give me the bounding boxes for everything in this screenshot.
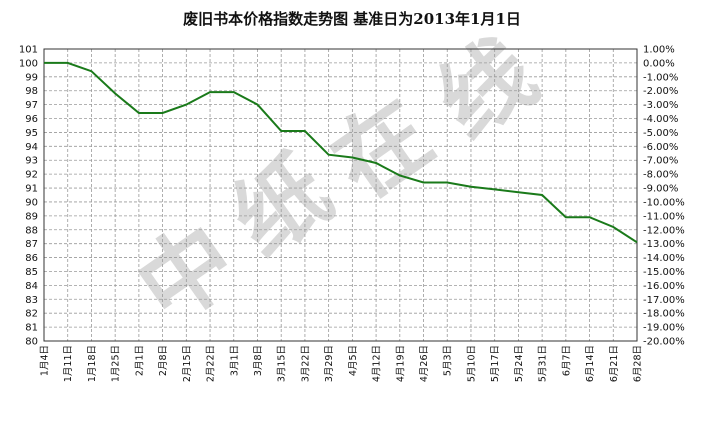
y-tick-label-right: -9.00% — [643, 184, 678, 195]
x-tick-label: 4月19日 — [395, 345, 406, 382]
plot-frame — [43, 48, 638, 342]
watermark-glyph: 线 — [419, 19, 556, 159]
y-tick-label-left: 99 — [25, 72, 38, 83]
y-tick-label-left: 91 — [25, 184, 38, 195]
y-tick-label-right: -5.00% — [643, 128, 678, 139]
x-tick-label: 4月5日 — [348, 345, 359, 376]
y-tick-label-left: 94 — [25, 142, 38, 153]
y-tick-label-right: -2.00% — [643, 86, 678, 97]
x-tick-label: 2月1日 — [134, 345, 145, 376]
y-tick-label-right: -13.00% — [643, 239, 685, 250]
x-tick-label: 6月21日 — [609, 345, 620, 382]
y-tick-label-left: 90 — [25, 197, 38, 208]
y-tick-label-left: 88 — [25, 225, 38, 236]
y-tick-label-left: 81 — [25, 323, 38, 334]
y-tick-label-right: -19.00% — [643, 323, 685, 334]
y-tick-label-right: -8.00% — [643, 170, 678, 181]
x-tick-label: 6月14日 — [585, 345, 596, 382]
y-tick-label-left: 97 — [25, 100, 38, 111]
y-tick-label-left: 83 — [25, 295, 38, 306]
x-tick-label: 5月3日 — [443, 345, 454, 376]
y-tick-label-left: 95 — [25, 128, 38, 139]
y-tick-label-right: -11.00% — [643, 211, 685, 222]
series-line — [44, 61, 638, 244]
x-tick-label: 5月31日 — [538, 345, 549, 382]
y-tick-label-left: 101 — [19, 45, 38, 56]
y-tick-label-left: 89 — [25, 211, 38, 222]
y-tick-label-left: 84 — [25, 281, 38, 292]
y-tick-label-left: 98 — [25, 86, 38, 97]
x-tick-label: 1月4日 — [40, 345, 51, 376]
x-tick-label: 1月18日 — [87, 345, 98, 382]
y-tick-label-left: 80 — [25, 337, 38, 348]
x-tick-label: 3月8日 — [253, 345, 264, 376]
y-tick-label-right: -1.00% — [643, 72, 678, 83]
y-tick-label-right: -15.00% — [643, 267, 685, 278]
x-tick-label: 3月22日 — [300, 345, 311, 382]
grid — [43, 48, 638, 342]
y-tick-label-right: -10.00% — [643, 197, 685, 208]
x-tick-label: 3月15日 — [277, 345, 288, 382]
y-tick-label-right: -17.00% — [643, 295, 685, 306]
y-tick-label-left: 85 — [25, 267, 38, 278]
y-tick-label-right: -14.00% — [643, 253, 685, 264]
y-tick-label-right: -4.00% — [643, 114, 678, 125]
y-tick-label-left: 87 — [25, 239, 38, 250]
x-tick-label: 6月7日 — [561, 345, 572, 376]
x-tick-label: 5月17日 — [490, 345, 501, 382]
x-tick-label: 1月11日 — [63, 345, 74, 382]
watermark-glyph: 在 — [314, 79, 451, 219]
y-tick-label-left: 92 — [25, 170, 38, 181]
y-tick-label-right: -6.00% — [643, 142, 678, 153]
x-tick-label: 5月24日 — [514, 345, 525, 382]
y-tick-label-right: -18.00% — [643, 309, 685, 320]
x-tick-label: 2月15日 — [182, 345, 193, 382]
y-tick-label-right: 0.00% — [643, 58, 675, 69]
y-axis-right: 1.00% 0.00% -1.00% -2.00% -3.00% -4.00% -5.00%… — [643, 45, 685, 348]
chart-title: 废旧书本价格指数走势图 基准日为2013年1月1日 — [183, 10, 521, 28]
y-tick-label-right: -20.00% — [643, 337, 685, 348]
x-tick-label: 3月1日 — [229, 345, 240, 376]
y-tick-label-right: -16.00% — [643, 281, 685, 292]
y-tick-label-left: 86 — [25, 253, 38, 264]
x-axis: 1月4日 1月11日 1月18日 1月25日 2月1日 2月8日 2月15日 2月22日 3月1… — [40, 345, 644, 382]
x-tick-label: 3月29日 — [324, 345, 335, 382]
x-tick-label: 2月22日 — [206, 345, 217, 382]
y-tick-label-right: -7.00% — [643, 156, 678, 167]
x-tick-label: 2月8日 — [158, 345, 169, 376]
y-tick-label-right: -12.00% — [643, 225, 685, 236]
x-tick-label: 4月26日 — [419, 345, 430, 382]
y-tick-label-left: 100 — [19, 58, 38, 69]
x-tick-label: 5月10日 — [466, 345, 477, 382]
y-tick-label-right: 1.00% — [643, 45, 675, 56]
y-tick-label-left: 96 — [25, 114, 38, 125]
y-tick-label-left: 93 — [25, 156, 38, 167]
x-tick-label: 1月25日 — [111, 345, 122, 382]
x-tick-label: 4月12日 — [372, 345, 383, 382]
x-tick-label: 6月28日 — [633, 345, 644, 382]
y-axis-left: 101 100 99 98 97 96 95 94 93 92 91 90 89 88 87 86 85 84 83… — [19, 45, 38, 348]
y-tick-label-right: -3.00% — [643, 100, 678, 111]
y-tick-label-left: 82 — [25, 309, 38, 320]
